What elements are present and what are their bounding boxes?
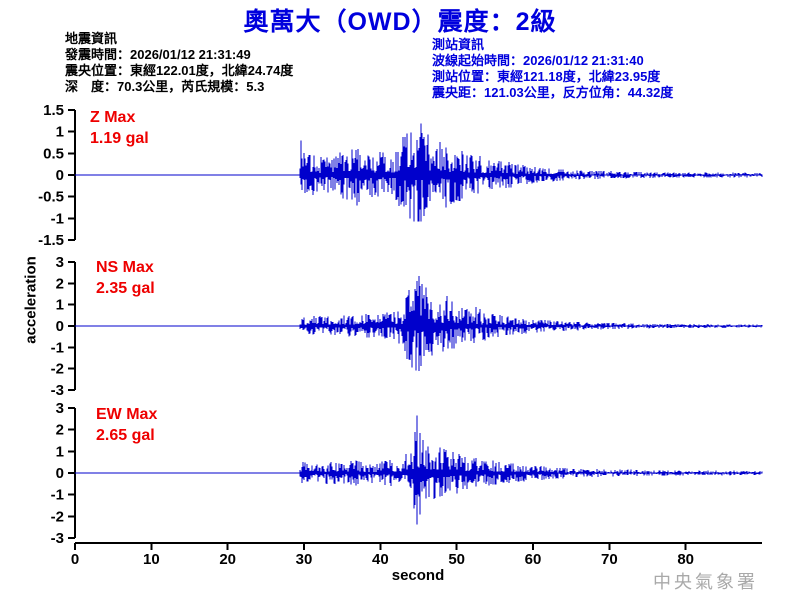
trace-max-value-ew: 2.65 gal xyxy=(96,427,155,444)
y-tick-label: 3 xyxy=(56,400,64,417)
trace-name-ns: NS Max xyxy=(96,259,154,276)
station-info-block: 測站資訊 波線起始時間：2026/01/12 21:31:40 測站位置：東經1… xyxy=(432,37,673,101)
y-tick-label: -1.5 xyxy=(38,232,64,249)
station-info-heading: 測站資訊 xyxy=(432,37,485,52)
x-tick-label: 70 xyxy=(601,551,618,568)
earthquake-origin-time: 發震時間：2026/01/12 21:31:49 xyxy=(65,47,251,62)
x-tick-label: 30 xyxy=(296,551,313,568)
x-tick-label: 20 xyxy=(219,551,236,568)
y-tick-label: 0 xyxy=(56,318,64,335)
y-axis-title: acceleration xyxy=(22,256,40,344)
waveform-z xyxy=(75,123,763,222)
trace-name-ew: EW Max xyxy=(96,406,158,423)
trace-max-label-ew: EW Max 2.65 gal xyxy=(96,404,157,446)
y-tick-label: 0 xyxy=(56,465,64,482)
x-tick-label: 60 xyxy=(525,551,542,568)
trace-name-z: Z Max xyxy=(90,109,136,126)
y-tick-label: -1 xyxy=(51,487,64,504)
station-location: 測站位置：東經121.18度，北緯23.95度 xyxy=(432,69,661,84)
agency-watermark: 中央氣象署 xyxy=(653,572,758,593)
y-tick-label: 1 xyxy=(56,124,64,141)
x-tick-label: 0 xyxy=(71,551,79,568)
y-tick-label: -1 xyxy=(51,339,64,356)
earthquake-depth-magnitude: 深 度：70.3公里，芮氏規模：5.3 xyxy=(65,79,265,94)
y-tick-label: 0 xyxy=(56,167,64,184)
y-tick-label: 0.5 xyxy=(43,145,64,162)
y-tick-label: 3 xyxy=(56,254,64,271)
x-tick-label: 10 xyxy=(143,551,160,568)
x-tick-label: 40 xyxy=(372,551,389,568)
y-tick-label: 2 xyxy=(56,422,64,439)
y-tick-label: -1 xyxy=(51,210,64,227)
trace-max-value-z: 1.19 gal xyxy=(90,130,149,147)
waveform-ns xyxy=(75,275,763,372)
waveform-ew xyxy=(75,415,763,525)
y-tick-label: 1 xyxy=(56,443,64,460)
y-tick-label: 2 xyxy=(56,275,64,292)
y-tick-label: -3 xyxy=(51,530,64,547)
page-title: 奧萬大（OWD）震度：2級 xyxy=(243,8,557,36)
y-tick-label: -3 xyxy=(51,382,64,399)
x-tick-label: 50 xyxy=(448,551,465,568)
trace-max-value-ns: 2.35 gal xyxy=(96,280,155,297)
station-epicentral-distance: 震央距：121.03公里，反方位角：44.32度 xyxy=(432,85,674,100)
y-tick-label: -0.5 xyxy=(38,189,64,206)
earthquake-epicenter-location: 震央位置：東經122.01度，北緯24.74度 xyxy=(65,63,294,78)
station-wave-start-time: 波線起始時間：2026/01/12 21:31:40 xyxy=(432,53,644,68)
x-axis-title: second xyxy=(391,567,445,584)
x-tick-label: 80 xyxy=(677,551,694,568)
y-tick-label: -2 xyxy=(51,508,64,525)
y-tick-label: 1 xyxy=(56,297,64,314)
y-tick-label: 1.5 xyxy=(43,102,64,119)
earthquake-info-block: 地震資訊 發震時間：2026/01/12 21:31:49 震央位置：東經122… xyxy=(65,31,293,95)
trace-max-label-z: Z Max 1.19 gal xyxy=(90,107,149,149)
trace-max-label-ns: NS Max 2.35 gal xyxy=(96,257,155,299)
earthquake-info-heading: 地震資訊 xyxy=(65,31,118,46)
y-tick-label: -2 xyxy=(51,361,64,378)
